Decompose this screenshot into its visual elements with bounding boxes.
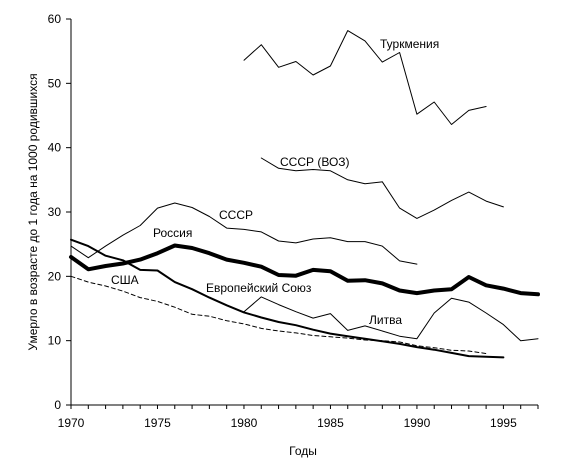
y-tick-label: 30 xyxy=(48,205,62,219)
series-line-3 xyxy=(69,243,540,297)
series-line-2 xyxy=(70,202,418,265)
series-line-4 xyxy=(70,238,505,359)
series-line-6 xyxy=(243,296,539,342)
series-label-eu: Европейский Союз xyxy=(206,281,312,295)
y-tick-label: 50 xyxy=(48,76,62,90)
x-tick-label: 1995 xyxy=(490,416,517,430)
ticks: 0 10 20 30 40 50 60 1970 1975 1980 1985 1990 1995 xyxy=(48,12,539,430)
y-tick-label: 20 xyxy=(48,269,62,283)
series-labels: Туркмения СССР (ВОЗ) СССР Россия Европей… xyxy=(111,37,439,327)
x-tick-label: 1980 xyxy=(231,416,258,430)
series-line-5 xyxy=(70,275,487,354)
y-axis-title: Умерло в возрасте до 1 года на 1000 роди… xyxy=(26,73,40,350)
x-tick-label: 1985 xyxy=(317,416,344,430)
series-line-0 xyxy=(243,30,487,125)
series-label-ussr: СССР xyxy=(219,208,253,222)
y-tick-label: 40 xyxy=(48,141,62,155)
series-label-turkmenia: Туркмения xyxy=(380,37,439,51)
series-label-usa: США xyxy=(111,273,139,287)
y-tick-label: 10 xyxy=(48,334,62,348)
series-label-ussr-who: СССР (ВОЗ) xyxy=(280,155,350,169)
axes xyxy=(70,19,538,406)
y-tick-label: 0 xyxy=(54,398,61,412)
x-tick-label: 1975 xyxy=(144,416,171,430)
x-tick-label: 1970 xyxy=(58,416,85,430)
y-tick-label: 60 xyxy=(48,12,62,26)
series-line-1 xyxy=(260,157,504,219)
plot-area xyxy=(69,30,540,359)
series-label-russia: Россия xyxy=(153,226,192,240)
x-axis-title: Годы xyxy=(289,444,317,458)
x-tick-label: 1990 xyxy=(404,416,431,430)
series-label-lithuania: Литва xyxy=(369,313,402,327)
